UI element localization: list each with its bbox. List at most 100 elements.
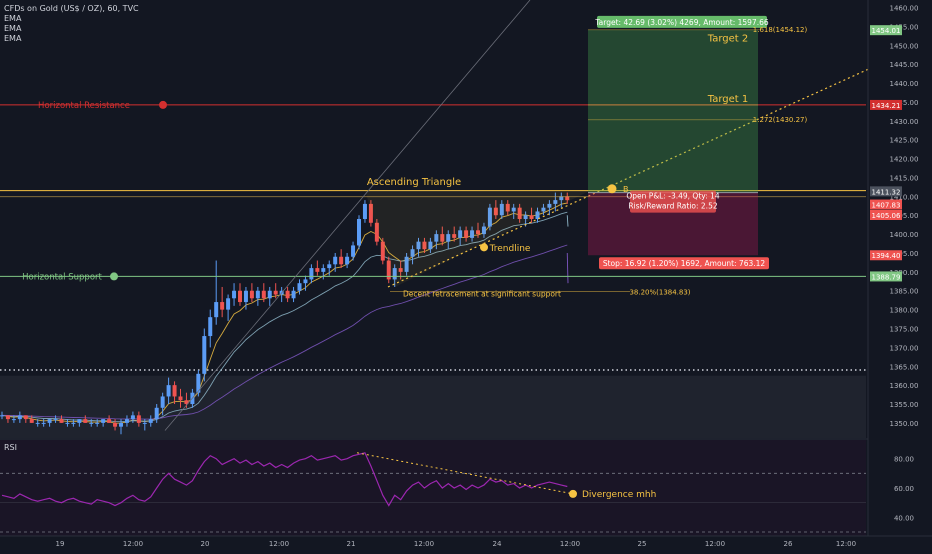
horizontal-resistance-label: Horizontal Resistance bbox=[38, 101, 130, 111]
ema-mid-line bbox=[1, 211, 568, 423]
price-badge bbox=[870, 25, 902, 36]
candle-body bbox=[428, 241, 433, 250]
candle-body bbox=[172, 385, 177, 397]
price-badge-label: 1411.32 bbox=[872, 188, 901, 196]
target-zone bbox=[588, 29, 758, 193]
candle-body bbox=[362, 203, 367, 219]
candle-body bbox=[333, 256, 338, 265]
target-box-bg bbox=[597, 15, 767, 28]
target1-label: Target 1 bbox=[707, 94, 748, 105]
candle-body bbox=[321, 268, 326, 272]
price-badge bbox=[870, 199, 902, 210]
candle-body bbox=[327, 264, 332, 269]
candle-body bbox=[553, 200, 558, 204]
rsi-tick-label: 60.00 bbox=[894, 485, 914, 493]
candle-body bbox=[83, 419, 88, 423]
fib-382-label: 38.20%(1384.83) bbox=[629, 288, 690, 296]
candle-body bbox=[547, 203, 552, 208]
candle-body bbox=[208, 317, 213, 337]
candle-body bbox=[380, 241, 385, 261]
pnl-box-bg bbox=[630, 190, 716, 213]
stop-box-bg bbox=[599, 257, 769, 270]
candle-body bbox=[5, 415, 10, 420]
stop-box-text: Stop: 16.92 (1.20%) 1692, Amount: 763.12 bbox=[603, 259, 766, 268]
divergence-marker bbox=[569, 489, 577, 498]
ema-label-3[interactable]: EMA bbox=[4, 34, 22, 43]
candle-body bbox=[0, 415, 4, 417]
time-tick-label: 12:00 bbox=[414, 540, 434, 548]
trendline-marker bbox=[480, 243, 488, 252]
target2-label: Target 2 bbox=[707, 34, 748, 45]
candle-body bbox=[160, 396, 165, 408]
zones bbox=[0, 369, 932, 438]
rsi-label[interactable]: RSI bbox=[4, 443, 17, 452]
candle-body bbox=[303, 279, 308, 284]
price-tick-label: 1355.00 bbox=[890, 401, 919, 409]
time-tick-label: 12:00 bbox=[705, 540, 725, 548]
candle-body bbox=[517, 207, 522, 219]
fib-1272-label: 1.272(1430.27) bbox=[753, 116, 808, 124]
time-tick-label: 20 bbox=[201, 540, 210, 548]
candle-body bbox=[398, 268, 403, 272]
candle-body bbox=[238, 290, 242, 303]
candle-body bbox=[410, 249, 415, 257]
candle-body bbox=[130, 415, 135, 420]
time-tick-label: 26 bbox=[784, 540, 793, 548]
candle-body bbox=[226, 298, 231, 310]
candle-body bbox=[89, 422, 94, 424]
price-tick-label: 1385.00 bbox=[890, 288, 919, 296]
price-badge bbox=[870, 99, 902, 110]
candle-body bbox=[23, 415, 28, 420]
price-tick-label: 1370.00 bbox=[890, 344, 919, 352]
candle-body bbox=[71, 422, 76, 424]
candle-body bbox=[374, 222, 379, 242]
price-tick-label: 1420.00 bbox=[890, 156, 919, 164]
trendline-label: Trendline bbox=[489, 244, 531, 254]
candle-body bbox=[249, 290, 254, 299]
candle-body bbox=[446, 234, 451, 242]
price-tick-label: 1445.00 bbox=[890, 61, 919, 69]
candle-body bbox=[309, 268, 314, 280]
position-tool[interactable]: Target: 42.69 (3.02%) 4269, Amount: 1597… bbox=[588, 15, 769, 270]
price-tick-label: 1450.00 bbox=[890, 42, 919, 50]
legend: CFDs on Gold (US$ / OZ), 60, TVC EMA EMA… bbox=[4, 4, 139, 44]
time-tick-label: 12:00 bbox=[269, 540, 289, 548]
rsi-tick-label: 40.00 bbox=[894, 514, 914, 522]
candle-body bbox=[535, 211, 540, 219]
candle-body bbox=[458, 230, 463, 238]
candle-body bbox=[148, 419, 153, 423]
channel-line bbox=[164, 0, 531, 431]
candle-body bbox=[505, 203, 510, 212]
divergence-line bbox=[356, 452, 574, 495]
price-badge bbox=[870, 271, 902, 282]
candle-body bbox=[422, 241, 427, 250]
candle-body bbox=[493, 207, 498, 216]
symbol-title[interactable]: CFDs on Gold (US$ / OZ), 60, TVC bbox=[4, 4, 139, 13]
candle-body bbox=[243, 290, 248, 303]
horizontal-support-label: Horizontal Support bbox=[22, 272, 102, 282]
ema-label-2[interactable]: EMA bbox=[4, 24, 22, 33]
candle-body bbox=[261, 290, 266, 299]
ascending-triangle-label: Ascending Triangle bbox=[367, 177, 461, 188]
candle-body bbox=[499, 203, 504, 216]
price-tick-label: 1350.00 bbox=[890, 420, 919, 428]
candle-body bbox=[184, 400, 189, 405]
time-tick-label: 12:00 bbox=[836, 540, 856, 548]
price-tick-label: 1435.00 bbox=[890, 99, 919, 107]
candle-body bbox=[166, 385, 171, 397]
candle-body bbox=[345, 256, 350, 265]
price-badge-label: 1407.83 bbox=[872, 202, 901, 210]
candle-body bbox=[386, 260, 391, 280]
candle-body bbox=[59, 419, 64, 423]
candle-body bbox=[291, 290, 296, 299]
candle-body bbox=[470, 230, 475, 238]
candle-body bbox=[142, 422, 147, 424]
candle-body bbox=[29, 419, 34, 423]
fib-1618-label: 1.618(1454.12) bbox=[753, 26, 808, 34]
time-tick-label: 12:00 bbox=[560, 540, 580, 548]
entry-marker bbox=[607, 184, 617, 194]
ema-label-1[interactable]: EMA bbox=[4, 14, 22, 23]
